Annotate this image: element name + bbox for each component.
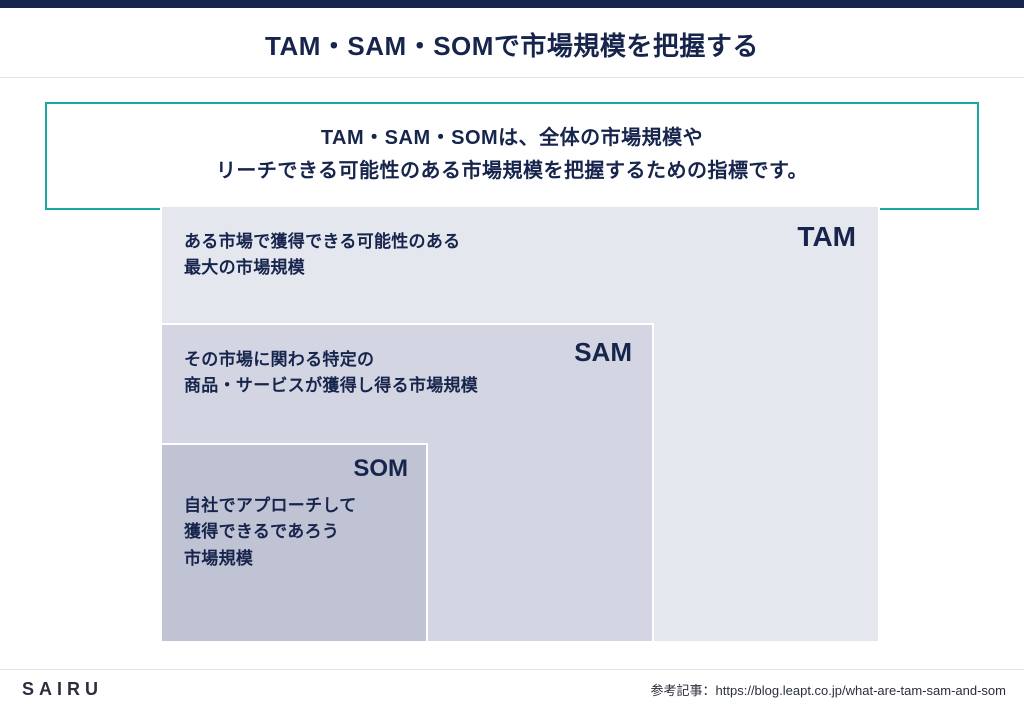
title-row: TAM・SAM・SOMで市場規模を把握する (0, 8, 1024, 78)
som-desc-line-2: 獲得できるであろう (184, 522, 339, 541)
reference-text: 参考記事：https://blog.leapt.co.jp/what-are-t… (651, 680, 1006, 699)
som-desc-line-3: 市場規模 (184, 549, 253, 568)
som-description: 自社でアプローチして 獲得できるであろう 市場規模 (184, 493, 357, 572)
nested-diagram: TAM ある市場で獲得できる可能性のある 最大の市場規模 SAM その市場に関わ… (160, 205, 880, 643)
callout-line-2: リーチできる可能性のある市場規模を把握するための指標です。 (216, 160, 808, 182)
sam-description: その市場に関わる特定の 商品・サービスが獲得し得る市場規模 (184, 347, 478, 400)
som-box: SOM 自社でアプローチして 獲得できるであろう 市場規模 (160, 443, 428, 643)
tam-description: ある市場で獲得できる可能性のある 最大の市場規模 (184, 229, 460, 282)
sairu-logo: SAIRU (22, 679, 103, 700)
footer-bar: SAIRU 参考記事：https://blog.leapt.co.jp/what… (0, 669, 1024, 709)
sam-label: SAM (574, 337, 632, 368)
sam-desc-line-1: その市場に関わる特定の (184, 350, 374, 369)
som-label: SOM (353, 455, 408, 483)
tam-label: TAM (797, 221, 856, 253)
callout-box: TAM・SAM・SOMは、全体の市場規模や リーチできる可能性のある市場規模を把… (45, 102, 979, 210)
sam-desc-line-2: 商品・サービスが獲得し得る市場規模 (184, 376, 478, 395)
page-title: TAM・SAM・SOMで市場規模を把握する (0, 26, 1024, 63)
tam-desc-line-2: 最大の市場規模 (184, 258, 305, 277)
top-accent-bar (0, 0, 1024, 8)
tam-desc-line-1: ある市場で獲得できる可能性のある (184, 232, 460, 251)
callout-line-1: TAM・SAM・SOMは、全体の市場規模や (321, 127, 703, 149)
som-desc-line-1: 自社でアプローチして (184, 496, 357, 515)
